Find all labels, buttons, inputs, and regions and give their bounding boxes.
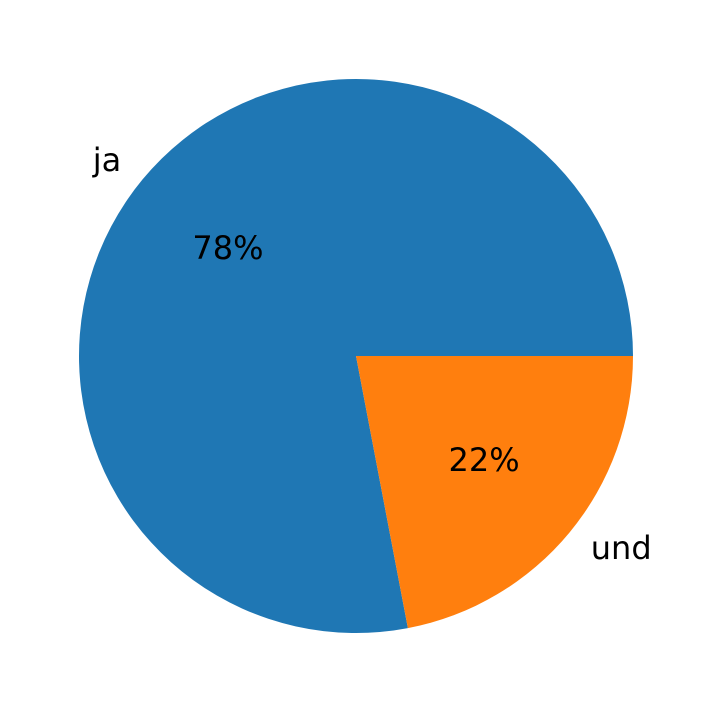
pie-slice	[356, 356, 633, 629]
value-label: 22%	[448, 441, 519, 479]
slice-label: ja	[92, 141, 122, 179]
pie-slice	[78, 79, 633, 634]
slice-label: und	[591, 529, 652, 567]
value-label: 78%	[192, 229, 263, 267]
